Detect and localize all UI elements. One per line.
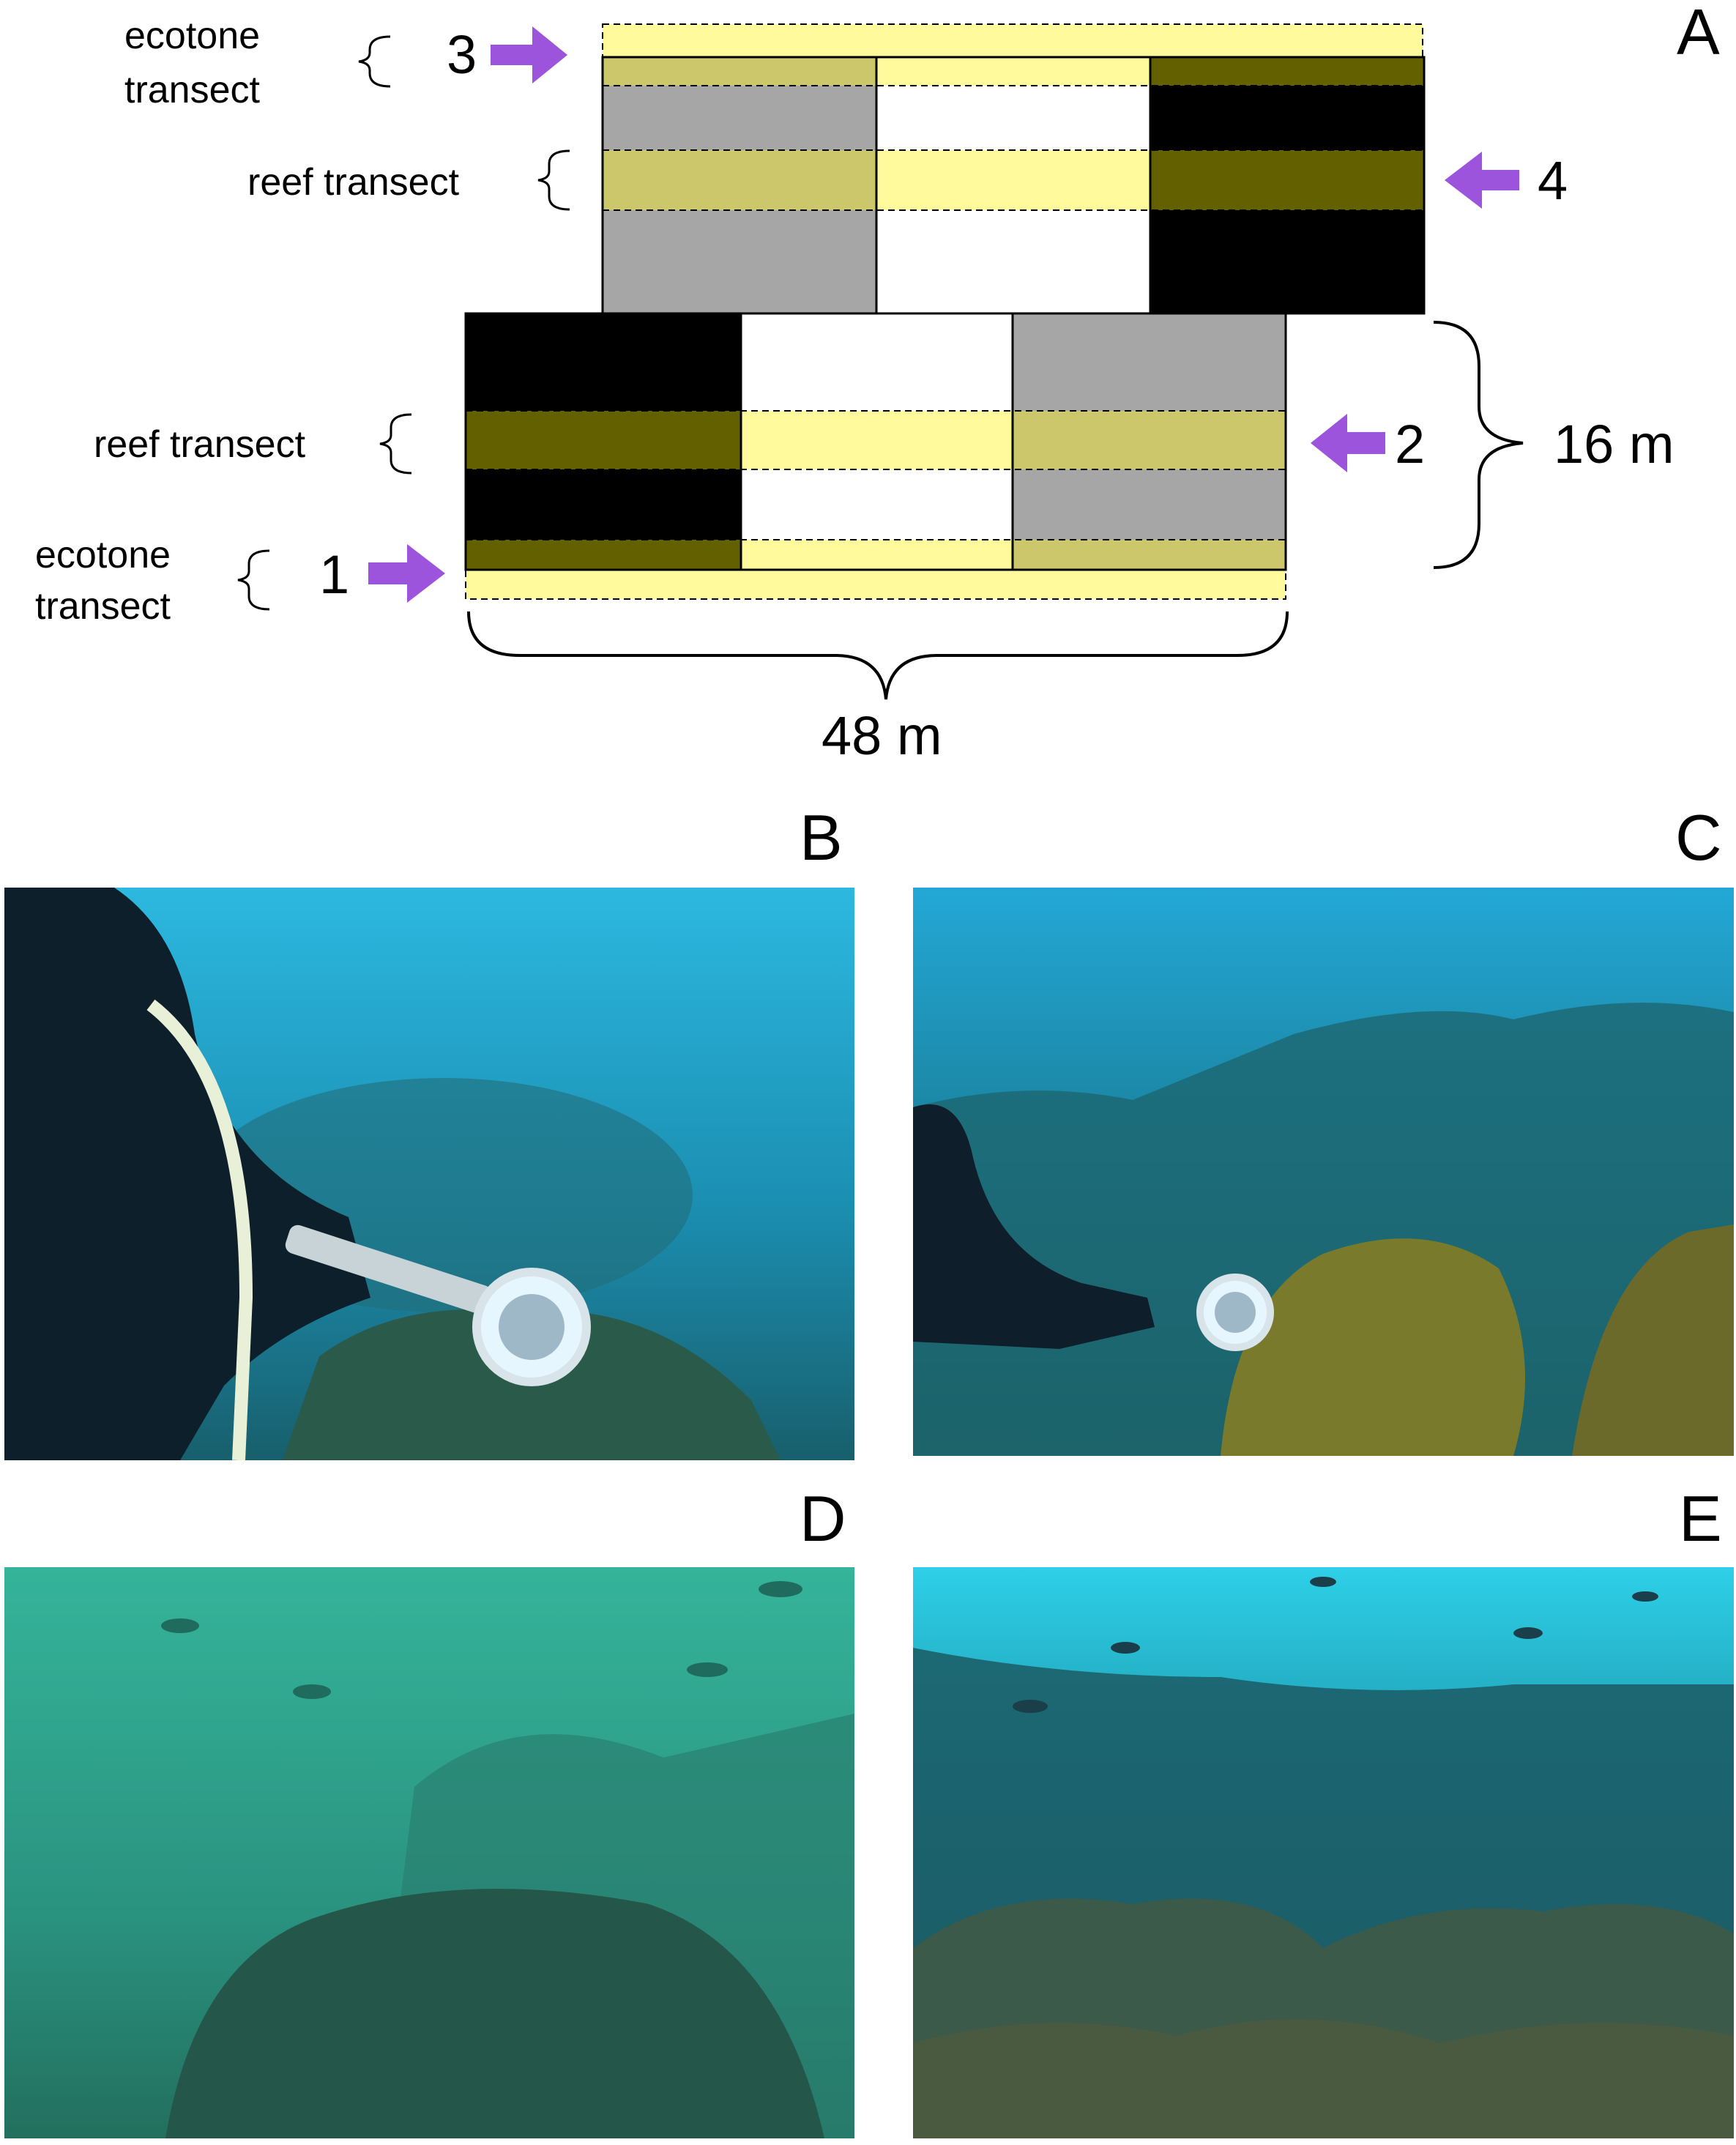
dimension-48m: 48 m bbox=[822, 705, 942, 766]
reef-band-2-mid bbox=[1013, 411, 1286, 469]
arrow-4-icon bbox=[1445, 152, 1519, 209]
photo-d-murky-reef bbox=[4, 1567, 854, 2138]
reef-band-4-dark bbox=[1150, 150, 1424, 210]
transect-diagram: ecotone transect reef transect reef tran… bbox=[35, 0, 1720, 766]
upper-block bbox=[601, 23, 1426, 315]
photo-b-diver-with-camera bbox=[4, 888, 854, 1460]
ecotone-strip-3 bbox=[602, 23, 1423, 58]
reef-band-2-light bbox=[741, 411, 1013, 469]
lower-band-mid bbox=[1013, 540, 1286, 570]
upper-band-dark bbox=[1150, 57, 1424, 86]
reef-band-4-light bbox=[876, 150, 1150, 210]
label-reef-bottom: reef transect bbox=[94, 423, 306, 466]
arrow-number-3: 3 bbox=[447, 24, 477, 85]
lower-band-dark bbox=[466, 540, 741, 570]
arrow-2-icon bbox=[1311, 414, 1385, 472]
label-ecotone-bottom-1: ecotone bbox=[35, 534, 171, 576]
label-reef-top: reef transect bbox=[247, 161, 460, 204]
panel-letter-d: D bbox=[800, 1482, 846, 1555]
panel-letter-e: E bbox=[1679, 1482, 1722, 1555]
brace-reef-bottom bbox=[379, 413, 412, 475]
arrow-3-icon bbox=[491, 26, 567, 83]
brace-48m bbox=[467, 611, 1289, 700]
ecotone-strip-1 bbox=[465, 569, 1286, 600]
brace-ecotone-bottom bbox=[237, 549, 270, 611]
label-ecotone-top-2: transect bbox=[124, 69, 261, 111]
panel-letter-a: A bbox=[1677, 0, 1720, 68]
lower-band-light bbox=[741, 540, 1013, 570]
upper-band-light bbox=[876, 57, 1150, 86]
photo-e-rocky-reef bbox=[913, 1567, 1734, 2138]
brace-16m bbox=[1433, 321, 1524, 569]
panel-letter-c: C bbox=[1675, 801, 1722, 874]
brace-reef-top bbox=[537, 149, 570, 211]
lower-block bbox=[464, 312, 1287, 600]
arrow-number-4: 4 bbox=[1538, 150, 1568, 211]
arrow-number-1: 1 bbox=[319, 544, 349, 605]
upper-band-mid bbox=[603, 57, 876, 86]
label-braces bbox=[237, 35, 570, 611]
reef-band-2-dark bbox=[466, 411, 741, 469]
reef-band-4-mid bbox=[603, 150, 876, 210]
dimension-16m: 16 m bbox=[1554, 414, 1674, 475]
brace-ecotone-top bbox=[358, 35, 391, 88]
label-ecotone-bottom-2: transect bbox=[35, 585, 171, 628]
label-ecotone-top-1: ecotone bbox=[124, 15, 260, 57]
photo-c-diver-at-reef bbox=[913, 888, 1734, 1456]
arrow-1-icon bbox=[368, 544, 445, 603]
panel-letter-b: B bbox=[800, 801, 843, 874]
arrow-number-2: 2 bbox=[1395, 414, 1425, 475]
